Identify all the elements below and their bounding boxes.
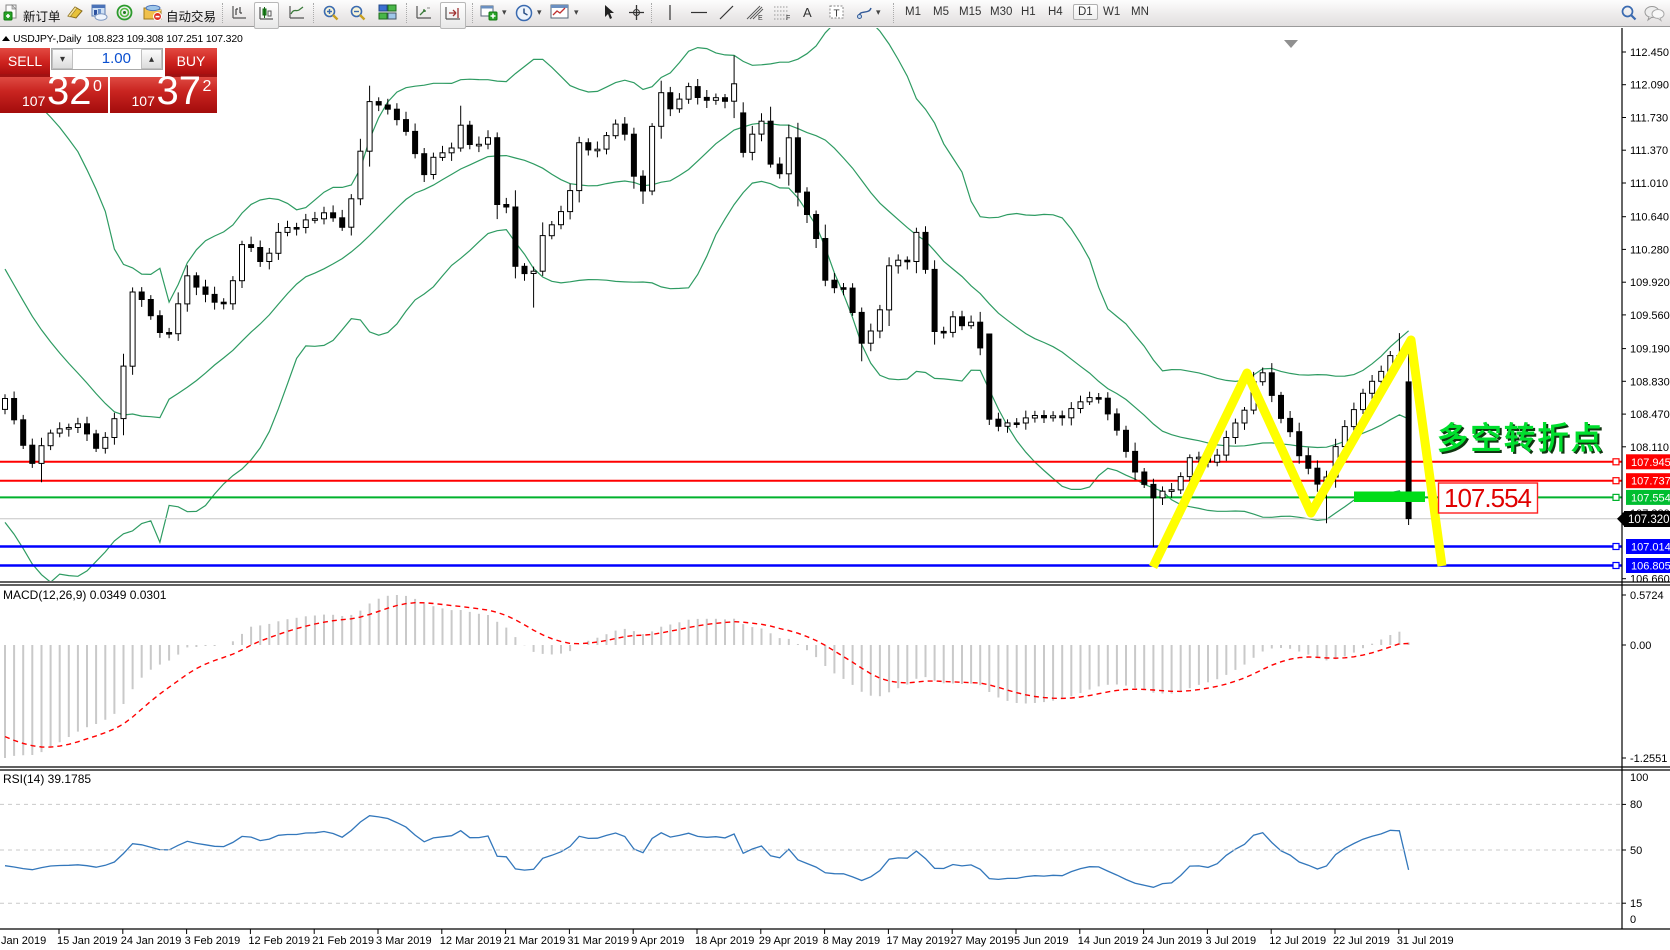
- svg-text:107.320: 107.320: [1628, 514, 1670, 526]
- svg-text:27 May 2019: 27 May 2019: [950, 935, 1014, 947]
- svg-text:22 Jul 2019: 22 Jul 2019: [1333, 935, 1390, 947]
- svg-text:107.737: 107.737: [1631, 476, 1670, 488]
- svg-text:21 Mar 2019: 21 Mar 2019: [504, 935, 566, 947]
- svg-text:50: 50: [1630, 845, 1642, 857]
- svg-text:0.00: 0.00: [1630, 640, 1651, 652]
- svg-text:24 Jan 2019: 24 Jan 2019: [121, 935, 182, 947]
- svg-text:12 Feb 2019: 12 Feb 2019: [248, 935, 310, 947]
- svg-text:21 Feb 2019: 21 Feb 2019: [312, 935, 374, 947]
- svg-text:80: 80: [1630, 799, 1642, 811]
- svg-text:12 Mar 2019: 12 Mar 2019: [440, 935, 502, 947]
- svg-text:109.190: 109.190: [1630, 344, 1670, 356]
- svg-text:15 Jan 2019: 15 Jan 2019: [57, 935, 118, 947]
- svg-text:多空转折点: 多空转折点: [1437, 421, 1605, 456]
- svg-text:31 Jul 2019: 31 Jul 2019: [1397, 935, 1454, 947]
- svg-text:Jan 2019: Jan 2019: [1, 935, 46, 947]
- svg-text:110.640: 110.640: [1630, 212, 1669, 224]
- svg-text:111.010: 111.010: [1630, 178, 1668, 190]
- svg-text:112.450: 112.450: [1630, 47, 1669, 59]
- svg-text:14 Jun 2019: 14 Jun 2019: [1078, 935, 1139, 947]
- svg-text:108.830: 108.830: [1630, 376, 1670, 388]
- svg-text:-1.2551: -1.2551: [1630, 753, 1667, 765]
- svg-text:107.945: 107.945: [1631, 457, 1670, 469]
- svg-text:107.014: 107.014: [1631, 542, 1670, 554]
- svg-text:E: E: [758, 15, 763, 21]
- svg-text:RSI(14) 39.1785: RSI(14) 39.1785: [3, 772, 91, 786]
- svg-text:A: A: [803, 5, 812, 20]
- svg-text:111.370: 111.370: [1630, 145, 1668, 157]
- svg-text:111.730: 111.730: [1630, 113, 1668, 125]
- svg-text:多空转折点: 多空转折点: [1439, 423, 1607, 458]
- svg-text:8 May 2019: 8 May 2019: [823, 935, 880, 947]
- svg-text:109.560: 109.560: [1630, 310, 1670, 322]
- svg-text:MACD(12,26,9) 0.0349 0.0301: MACD(12,26,9) 0.0349 0.0301: [3, 588, 167, 602]
- svg-text:T: T: [834, 9, 840, 20]
- svg-text:3 Feb 2019: 3 Feb 2019: [185, 935, 241, 947]
- svg-text:109.920: 109.920: [1630, 277, 1670, 289]
- svg-text:29 Apr 2019: 29 Apr 2019: [759, 935, 818, 947]
- svg-text:106.660: 106.660: [1630, 574, 1670, 586]
- svg-text:112.090: 112.090: [1630, 80, 1669, 92]
- svg-text:0.5724: 0.5724: [1630, 590, 1664, 602]
- svg-text:12 Jul 2019: 12 Jul 2019: [1269, 935, 1326, 947]
- svg-text:106.805: 106.805: [1631, 561, 1670, 573]
- svg-text:3 Mar 2019: 3 Mar 2019: [376, 935, 432, 947]
- svg-text:100: 100: [1630, 772, 1648, 784]
- svg-text:110.280: 110.280: [1630, 244, 1669, 256]
- svg-text:107.554: 107.554: [1631, 492, 1670, 504]
- svg-text:18 Apr 2019: 18 Apr 2019: [695, 935, 754, 947]
- svg-text:5 Jun 2019: 5 Jun 2019: [1014, 935, 1068, 947]
- svg-text:F: F: [786, 15, 790, 21]
- svg-text:24 Jun 2019: 24 Jun 2019: [1142, 935, 1203, 947]
- svg-text:15: 15: [1630, 898, 1642, 910]
- svg-text:31 Mar 2019: 31 Mar 2019: [567, 935, 629, 947]
- svg-text:107.554: 107.554: [1444, 483, 1532, 513]
- svg-text:108.110: 108.110: [1630, 442, 1669, 454]
- svg-text:9 Apr 2019: 9 Apr 2019: [631, 935, 684, 947]
- svg-text:108.470: 108.470: [1630, 409, 1670, 421]
- svg-text:3 Jul 2019: 3 Jul 2019: [1205, 935, 1256, 947]
- svg-text:17 May 2019: 17 May 2019: [886, 935, 950, 947]
- svg-text:USDJPY-,Daily 108.823 109.308: USDJPY-,Daily 108.823 109.308 107.251 10…: [13, 33, 243, 45]
- svg-text:0: 0: [1630, 914, 1636, 926]
